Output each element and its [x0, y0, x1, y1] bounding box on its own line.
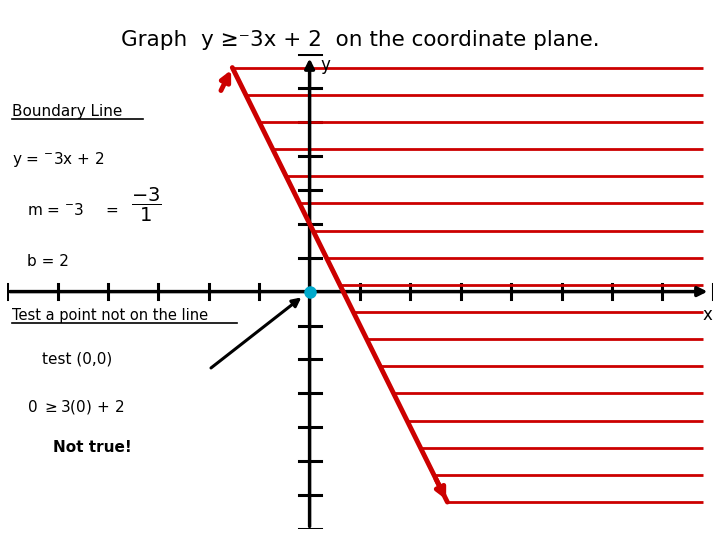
- Text: Not true!: Not true!: [53, 440, 131, 455]
- Text: $\dfrac{-3}{1}$: $\dfrac{-3}{1}$: [130, 186, 161, 224]
- Text: Graph  y ≥⁻3x + 2  on the coordinate plane.: Graph y ≥⁻3x + 2 on the coordinate plane…: [121, 30, 599, 50]
- Text: test (0,0): test (0,0): [42, 352, 113, 367]
- Text: m = $^{-}$3: m = $^{-}$3: [27, 202, 85, 218]
- Text: =: =: [105, 202, 118, 218]
- Text: 0 $\geq$3(0) + 2: 0 $\geq$3(0) + 2: [27, 398, 125, 416]
- Text: x: x: [703, 306, 713, 324]
- Text: y = $^{-}$3x + 2: y = $^{-}$3x + 2: [12, 150, 104, 168]
- Text: Test a point not on the line: Test a point not on the line: [12, 308, 208, 323]
- Text: Boundary Line: Boundary Line: [12, 104, 122, 119]
- Text: b = 2: b = 2: [27, 254, 69, 268]
- Text: y: y: [320, 56, 330, 73]
